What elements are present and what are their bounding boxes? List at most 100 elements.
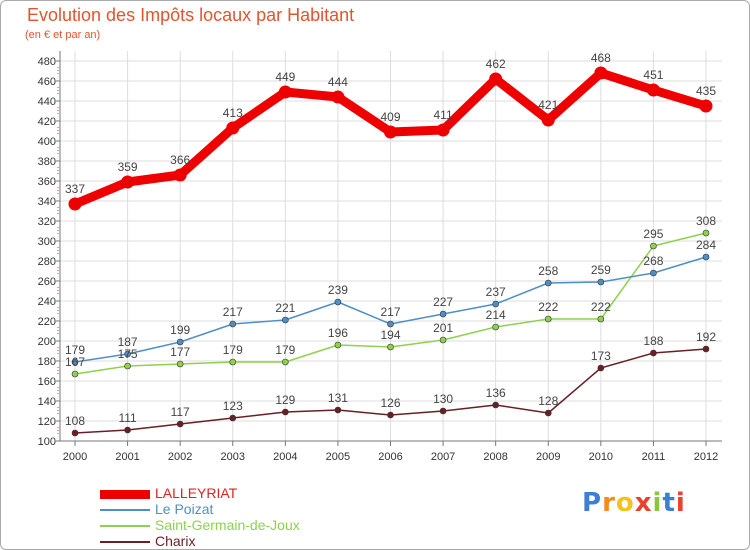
data-label-saint-germain-de-joux: 179 [223, 343, 243, 357]
data-point-saint-germain-de-joux [176, 360, 184, 368]
legend-swatch [100, 541, 150, 543]
data-label-charix: 111 [118, 411, 137, 425]
data-point-saint-germain-de-joux [702, 229, 710, 237]
data-label-lalleyriat: 337 [65, 182, 85, 196]
data-point-le-poizat [702, 253, 710, 261]
data-label-lalleyriat: 411 [434, 108, 453, 122]
legend-swatch [100, 489, 150, 499]
x-tick-label: 2002 [168, 451, 192, 463]
data-label-charix: 130 [433, 392, 453, 406]
data-label-le-poizat: 217 [223, 305, 243, 319]
data-label-lalleyriat: 409 [380, 110, 400, 124]
data-label-saint-germain-de-joux: 295 [643, 227, 663, 241]
chart-title: Evolution des Impôts locaux par Habitant [27, 5, 355, 25]
y-tick-label: 220 [38, 316, 56, 328]
legend-swatch [100, 509, 150, 511]
x-tick-label: 2012 [694, 451, 718, 463]
y-tick-label: 380 [38, 156, 56, 168]
logo-letter: i [675, 488, 686, 518]
x-tick-label: 2011 [642, 451, 666, 463]
data-point-charix [176, 420, 184, 428]
y-tick-label: 120 [38, 416, 56, 428]
data-label-le-poizat: 187 [118, 335, 138, 349]
data-label-le-poizat: 217 [380, 305, 400, 319]
data-point-charix [439, 407, 447, 415]
chart-subtitle: (en € et par an) [25, 29, 101, 41]
data-label-charix: 128 [538, 394, 558, 408]
data-point-le-poizat [176, 338, 184, 346]
data-label-le-poizat: 268 [643, 254, 663, 268]
data-label-saint-germain-de-joux: 308 [696, 214, 716, 228]
data-label-saint-germain-de-joux: 167 [65, 355, 85, 369]
legend-label: Charix [155, 533, 196, 549]
legend-swatch [100, 525, 150, 527]
data-label-lalleyriat: 421 [538, 98, 558, 112]
data-label-charix: 117 [171, 405, 190, 419]
data-point-lalleyriat [594, 66, 608, 80]
y-tick-label: 160 [38, 376, 56, 388]
y-tick-label: 300 [38, 236, 56, 248]
data-label-lalleyriat: 413 [223, 106, 243, 120]
data-point-charix [229, 414, 237, 422]
data-label-charix: 108 [65, 414, 85, 428]
data-label-saint-germain-de-joux: 177 [170, 345, 190, 359]
x-tick-label: 2001 [115, 451, 139, 463]
data-point-lalleyriat [489, 72, 503, 86]
x-tick-label: 2010 [589, 451, 613, 463]
data-point-saint-germain-de-joux [439, 336, 447, 344]
data-point-lalleyriat [436, 123, 450, 137]
data-label-le-poizat: 259 [591, 263, 611, 277]
data-label-lalleyriat: 435 [696, 84, 716, 98]
data-label-lalleyriat: 444 [328, 75, 348, 89]
data-label-charix: 126 [380, 396, 400, 410]
data-point-le-poizat [282, 316, 289, 324]
data-label-lalleyriat: 462 [486, 57, 506, 71]
data-point-saint-germain-de-joux [282, 358, 289, 366]
logo-letter: i [652, 488, 663, 518]
data-point-charix [597, 364, 605, 372]
data-label-saint-germain-de-joux: 201 [433, 321, 453, 335]
logo-letter: x [634, 488, 653, 518]
logo-letter: P [582, 488, 603, 518]
data-label-charix: 173 [591, 349, 611, 363]
y-tick-label: 440 [38, 96, 56, 108]
data-label-charix: 188 [643, 334, 663, 348]
data-point-le-poizat [492, 300, 499, 308]
data-point-le-poizat [439, 310, 447, 318]
y-tick-label: 320 [38, 216, 56, 228]
data-label-le-poizat: 284 [696, 238, 716, 252]
data-point-charix [492, 401, 499, 409]
data-label-charix: 136 [486, 386, 506, 400]
data-label-saint-germain-de-joux: 222 [538, 300, 558, 314]
x-tick-label: 2006 [378, 451, 402, 463]
data-point-le-poizat [334, 298, 342, 306]
data-label-saint-germain-de-joux: 194 [380, 328, 400, 342]
y-tick-label: 100 [38, 436, 56, 448]
x-tick-label: 2008 [483, 451, 507, 463]
data-point-le-poizat [71, 358, 79, 366]
y-tick-label: 260 [38, 276, 56, 288]
data-label-le-poizat: 179 [65, 343, 85, 357]
logo-letter: t [662, 488, 676, 518]
data-point-lalleyriat [384, 125, 397, 139]
data-label-lalleyriat: 449 [275, 70, 295, 84]
data-label-saint-germain-de-joux: 196 [328, 326, 348, 340]
logo-letter: r [602, 488, 616, 518]
data-label-saint-germain-de-joux: 179 [275, 343, 295, 357]
data-point-charix [702, 345, 710, 353]
data-label-le-poizat: 258 [538, 264, 558, 278]
data-label-lalleyriat: 366 [170, 153, 190, 167]
data-point-lalleyriat [699, 99, 713, 113]
data-point-saint-germain-de-joux [71, 370, 79, 378]
data-point-charix [387, 411, 394, 419]
y-tick-label: 180 [38, 356, 56, 368]
y-tick-label: 340 [38, 196, 56, 208]
y-tick-label: 140 [38, 396, 56, 408]
data-point-saint-germain-de-joux [124, 362, 131, 370]
y-tick-label: 240 [38, 296, 56, 308]
y-tick-label: 420 [38, 116, 56, 128]
data-label-le-poizat: 221 [275, 301, 295, 315]
y-tick-label: 360 [38, 176, 56, 188]
